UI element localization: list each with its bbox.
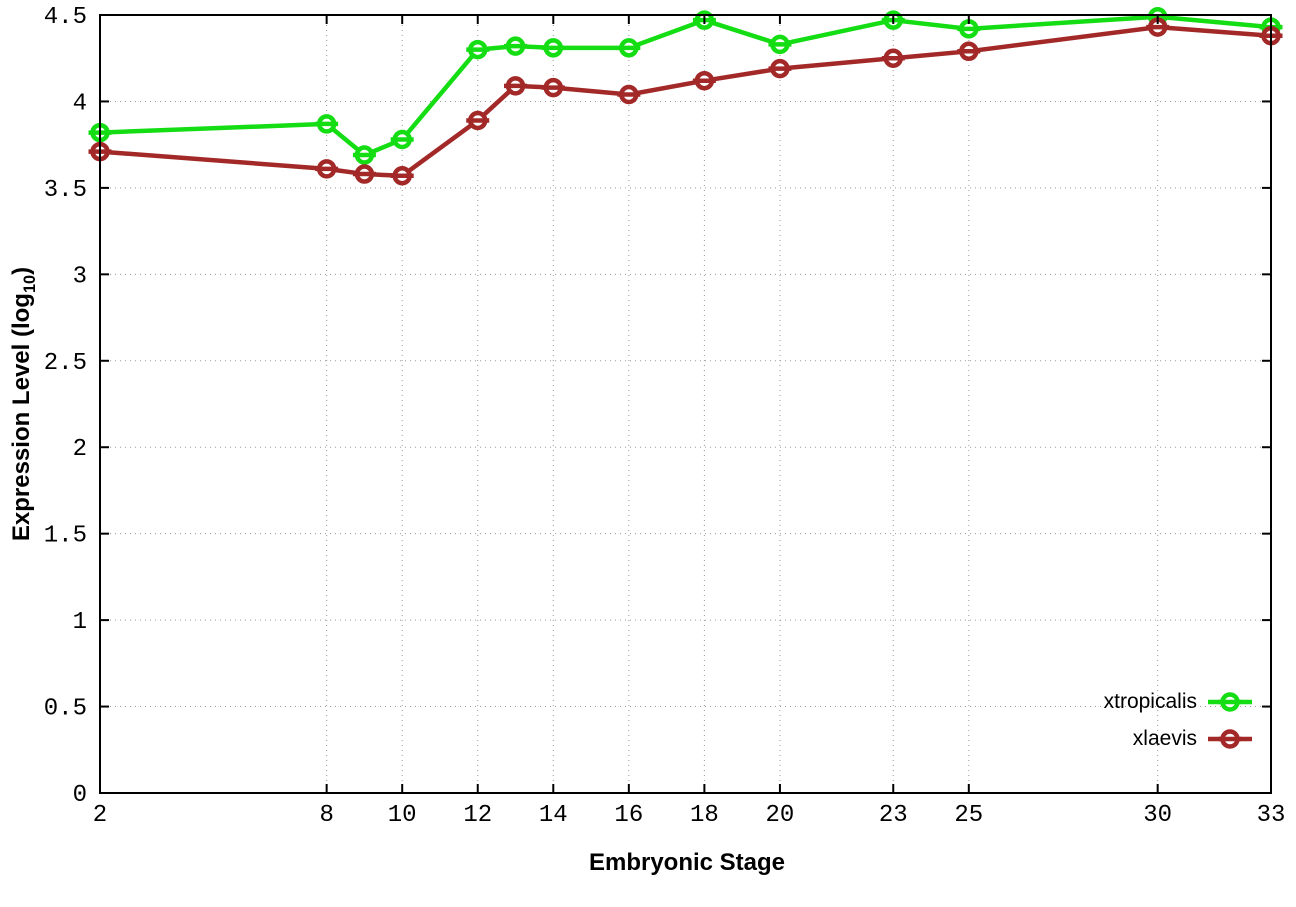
x-tick-label: 30 <box>1143 802 1172 829</box>
y-tick-label: 2.5 <box>44 350 87 377</box>
y-axis-title: Expression Level (log10) <box>8 267 40 541</box>
y-tick-label: 4 <box>73 90 87 117</box>
x-tick-label: 33 <box>1257 802 1286 829</box>
xtropicalis-line-marker-icon <box>1207 689 1253 715</box>
y-axis-title-subscript: 10 <box>20 274 39 294</box>
x-tick-label: 25 <box>954 802 983 829</box>
legend-label-xlaevis: xlaevis <box>1132 726 1197 750</box>
y-axis-title-text: Expression Level (log <box>8 293 36 542</box>
xtropicalis-sample-svg <box>1208 691 1252 712</box>
x-axis-title: Embryonic Stage <box>588 849 786 876</box>
x-tick-label: 14 <box>539 802 568 829</box>
tick-marks <box>99 14 1272 794</box>
x-tick-label: 16 <box>614 802 643 829</box>
y-tick-label: 3 <box>73 263 87 290</box>
y-tick-label: 0 <box>73 782 87 809</box>
x-tick-label: 8 <box>319 802 333 829</box>
legend-item-xtropicalis: xtropicalis <box>1104 683 1253 720</box>
x-tick-label: 2 <box>93 802 107 829</box>
legend-item-xlaevis: xlaevis <box>1104 720 1253 757</box>
legend-label-xtropicalis: xtropicalis <box>1103 689 1197 713</box>
y-tick-labels: 0 0.5 1 1.5 2 2.5 3 3.5 4 4.5 <box>44 4 87 809</box>
x-tick-label: 18 <box>690 802 719 829</box>
x-tick-label: 12 <box>463 802 492 829</box>
x-tick-labels: 2 8 10 12 14 16 18 20 23 25 30 33 <box>93 802 1286 829</box>
y-tick-label: 1 <box>73 609 87 636</box>
y-tick-label: 1.5 <box>44 523 87 550</box>
y-tick-label: 2 <box>73 436 87 463</box>
legend: xtropicalis xlaevis <box>1104 683 1253 757</box>
x-tick-label: 10 <box>388 802 417 829</box>
axes-border <box>99 14 1272 794</box>
xlaevis-sample-svg <box>1208 728 1252 749</box>
x-tick-label: 20 <box>766 802 795 829</box>
y-tick-label: 4.5 <box>44 4 87 31</box>
xlaevis-line-marker-icon <box>1207 726 1253 752</box>
y-axis-title-suffix: ) <box>8 266 36 275</box>
x-tick-label: 23 <box>879 802 908 829</box>
grid <box>99 14 1272 794</box>
y-tick-label: 0.5 <box>44 696 87 723</box>
y-tick-label: 3.5 <box>44 177 87 204</box>
